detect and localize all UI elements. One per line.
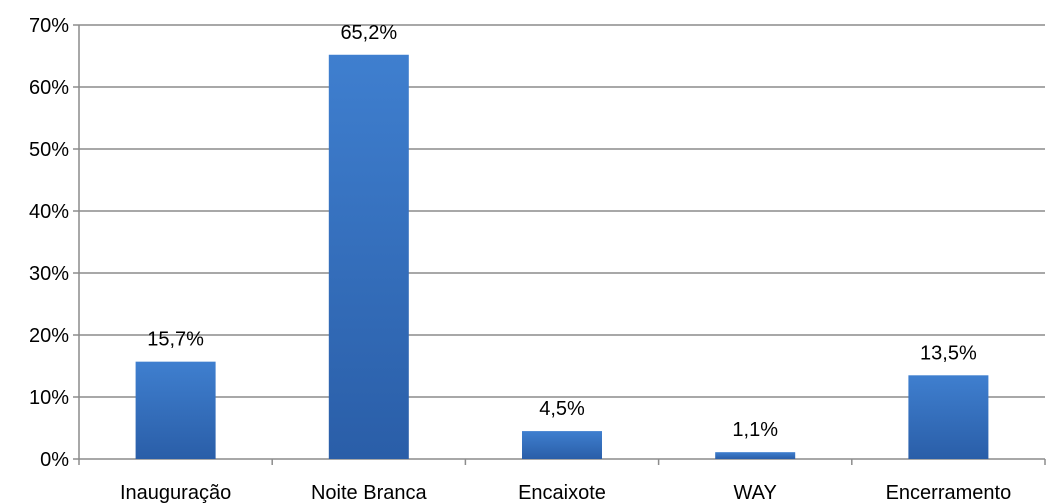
bar xyxy=(328,54,409,459)
data-label: 1,1% xyxy=(732,419,778,441)
x-category-label: Encaixote xyxy=(518,482,606,503)
data-label: 13,5% xyxy=(920,342,977,364)
x-category-label: Inauguração xyxy=(120,482,231,503)
data-label: 4,5% xyxy=(539,398,585,420)
x-category-label: Noite Branca xyxy=(311,482,427,503)
bar xyxy=(135,361,216,459)
y-tick-label: 20% xyxy=(29,325,69,347)
bar xyxy=(715,452,796,459)
bars xyxy=(135,54,989,459)
y-tick-label: 40% xyxy=(29,201,69,223)
data-label: 65,2% xyxy=(340,22,397,44)
bar xyxy=(522,431,602,459)
bar xyxy=(908,375,989,459)
gridlines xyxy=(79,24,1045,398)
y-tick-label: 70% xyxy=(29,15,69,37)
y-tick-label: 10% xyxy=(29,387,69,409)
y-tick-label: 30% xyxy=(29,263,69,285)
y-tick-label: 50% xyxy=(29,139,69,161)
y-tick-label: 60% xyxy=(29,77,69,99)
labels: 0% 10% 20% 30% 40% 50% 60% 70% 15,7% Inauguração 6… xyxy=(29,15,1011,503)
data-label: 15,7% xyxy=(147,329,204,351)
y-tick-label: 0% xyxy=(40,449,69,471)
x-category-label: Encerramento xyxy=(886,482,1012,503)
x-category-label: WAY xyxy=(734,482,777,503)
